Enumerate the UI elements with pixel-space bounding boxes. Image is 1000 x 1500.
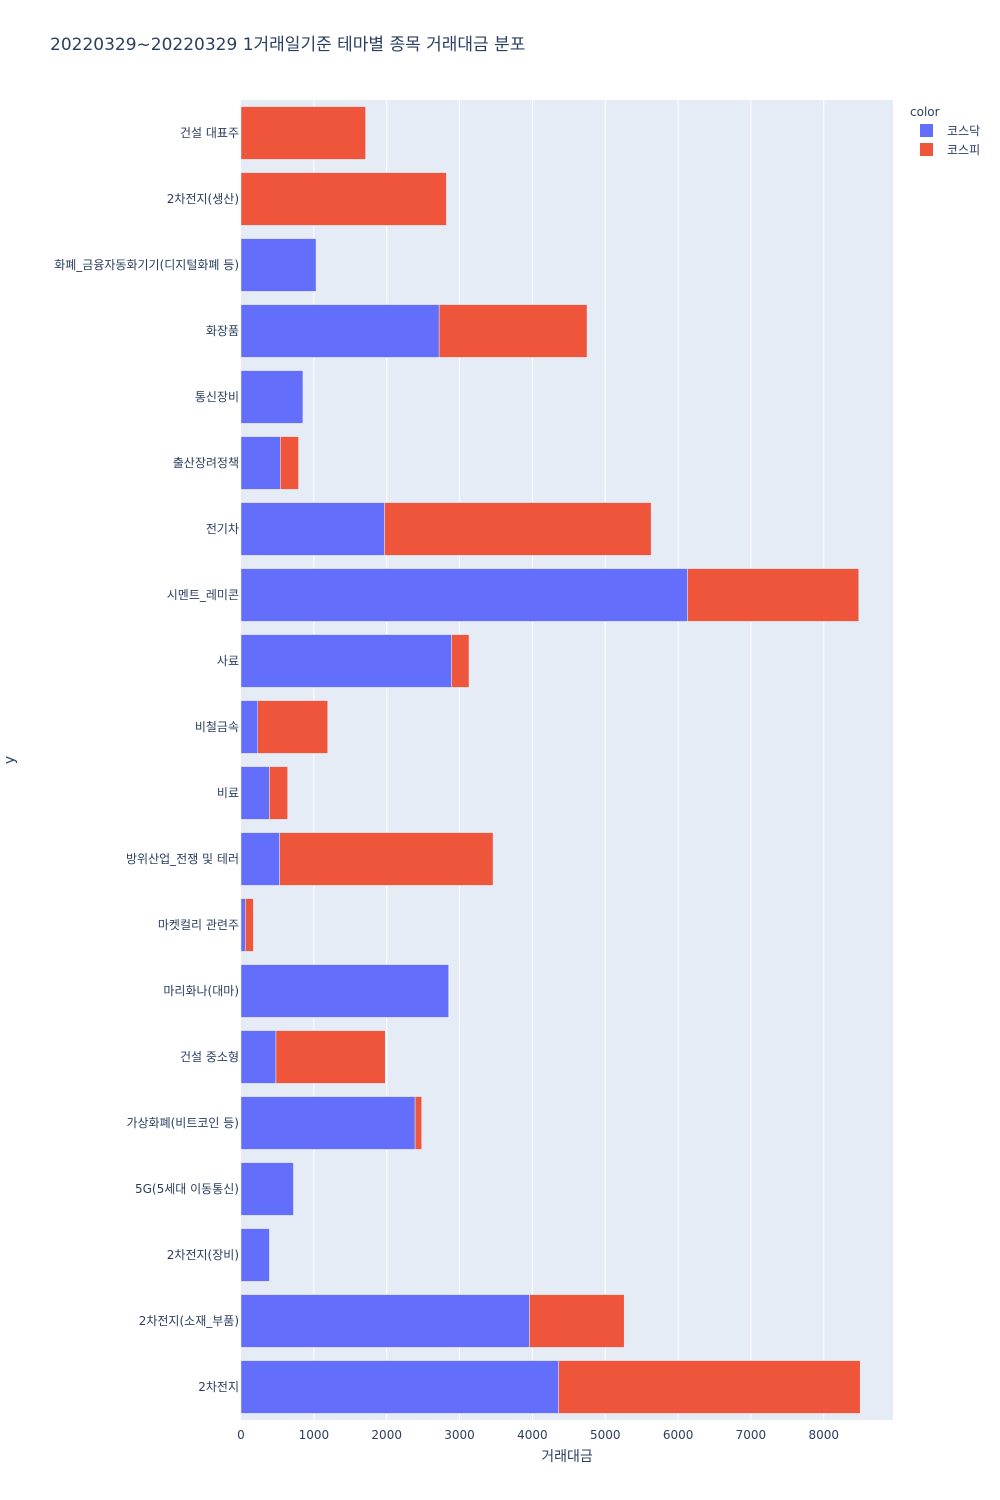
bar-kosdaq[interactable] [240, 1360, 559, 1414]
y-axis-title: y [2, 756, 18, 764]
bar-kospi[interactable] [269, 766, 288, 820]
y-tick-label: 건설 중소형 [180, 1050, 239, 1064]
y-tick-label: 비철금속 [195, 720, 239, 734]
bar-kosdaq[interactable] [240, 1162, 294, 1216]
legend-title: color [910, 105, 940, 119]
bar-kospi[interactable] [687, 568, 860, 622]
bar-kospi[interactable] [245, 898, 254, 952]
y-tick-label: 화폐_금융자동화기기(디지털화폐 등) [54, 258, 239, 272]
bar-kosdaq[interactable] [240, 1096, 416, 1150]
bar-kospi[interactable] [558, 1360, 861, 1414]
y-tick-label: 전기차 [206, 522, 239, 536]
y-tick-label: 통신장비 [195, 390, 239, 404]
x-tick-label: 5000 [590, 1428, 621, 1442]
y-tick-label: 출산장려정책 [173, 455, 239, 470]
bar-kospi[interactable] [279, 832, 494, 886]
bar-kospi[interactable] [257, 700, 328, 754]
bar-kospi[interactable] [384, 502, 652, 556]
bar-kospi[interactable] [280, 436, 299, 490]
bar-kosdaq[interactable] [240, 700, 259, 754]
bar-kosdaq[interactable] [240, 238, 317, 292]
bar-kosdaq[interactable] [240, 568, 688, 622]
bar-kosdaq[interactable] [240, 436, 281, 490]
y-tick-label: 마켓컬리 관련주 [158, 918, 239, 932]
x-tick-labels: 0 1000 2000 3000 4000 5000 6000 7000 8000 [237, 1428, 839, 1442]
legend-item-kospi[interactable]: 코스피 [920, 143, 980, 157]
x-tick-label: 3000 [444, 1428, 475, 1442]
bar-kospi[interactable] [529, 1294, 625, 1348]
legend-label-kospi: 코스피 [947, 143, 980, 157]
x-axis-title: 거래대금 [541, 1449, 593, 1465]
bar-kosdaq[interactable] [240, 634, 452, 688]
bar-kosdaq[interactable] [240, 766, 270, 820]
legend-swatch-kospi [920, 143, 933, 156]
y-tick-labels: 건설 대표주 2차전지(생산) 화폐_금융자동화기기(디지털화폐 등) 화장품통신장비… [54, 126, 239, 1394]
y-tick-label: 가상화폐(비트코인 등) [126, 1116, 239, 1130]
bar-kosdaq[interactable] [240, 1294, 530, 1348]
bar-kospi[interactable] [275, 1030, 386, 1084]
plot-background [241, 100, 893, 1420]
bar-kosdaq[interactable] [240, 898, 246, 952]
y-tick-label: 시멘트_레미콘 [167, 588, 239, 602]
x-tick-label: 1000 [299, 1428, 330, 1442]
y-tick-label: 2차전지(장비) [167, 1248, 239, 1262]
y-tick-label: 비료 [217, 786, 239, 800]
x-tick-label: 2000 [371, 1428, 402, 1442]
y-tick-label: 마리화나(대마) [163, 984, 239, 998]
y-tick-label: 건설 대표주 [180, 126, 239, 140]
bar-kospi[interactable] [240, 106, 366, 160]
bar-kosdaq[interactable] [240, 1228, 270, 1282]
y-tick-label: 2차전지(소재_부품) [139, 1314, 239, 1328]
legend[interactable]: color 코스닥 코스피 [910, 105, 980, 157]
y-tick-label: 사료 [217, 654, 239, 668]
y-tick-label: 2차전지 [198, 1380, 239, 1394]
legend-label-kosdaq: 코스닥 [947, 124, 980, 138]
x-tick-label: 0 [237, 1428, 245, 1442]
x-tick-label: 7000 [736, 1428, 767, 1442]
bar-kosdaq[interactable] [240, 502, 385, 556]
legend-swatch-kosdaq [920, 124, 933, 137]
x-tick-label: 6000 [663, 1428, 694, 1442]
bar-kospi[interactable] [451, 634, 470, 688]
bar-kosdaq[interactable] [240, 964, 449, 1018]
bar-kosdaq[interactable] [240, 832, 280, 886]
bar-kospi[interactable] [438, 304, 588, 358]
bar-kosdaq[interactable] [240, 1030, 277, 1084]
bar-kospi[interactable] [414, 1096, 422, 1150]
bar-kosdaq[interactable] [240, 304, 440, 358]
y-tick-label: 화장품 [206, 324, 239, 338]
bars [240, 106, 861, 1414]
legend-item-kosdaq[interactable]: 코스닥 [920, 124, 980, 138]
bar-kosdaq[interactable] [240, 370, 304, 424]
x-tick-label: 8000 [809, 1428, 840, 1442]
y-tick-label: 2차전지(생산) [167, 192, 239, 206]
x-tick-label: 4000 [517, 1428, 548, 1442]
y-tick-label: 방위산업_전쟁 및 테러 [126, 852, 239, 866]
bar-kospi[interactable] [240, 172, 447, 226]
y-tick-label: 5G(5세대 이동통신) [135, 1182, 239, 1196]
chart-title: 20220329~20220329 1거래일기준 테마별 종목 거래대금 분포 [50, 35, 525, 55]
